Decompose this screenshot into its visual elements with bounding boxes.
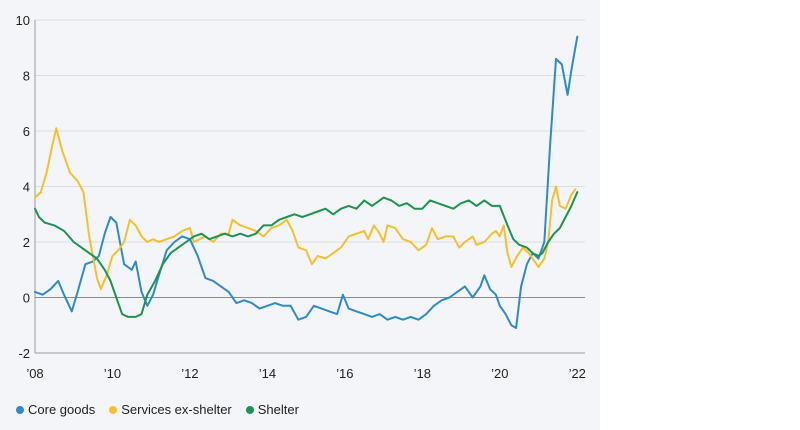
legend-label-shelter: Shelter	[257, 402, 299, 417]
y-axis-labels: -2 0 2 4 6 8 10	[16, 13, 30, 361]
chart-panel	[0, 0, 600, 430]
x-tick-label: ’14	[259, 366, 276, 381]
x-tick-label: ’18	[414, 366, 431, 381]
legend: Core goods Services ex-shelter Shelter	[16, 402, 313, 417]
x-tick-label: ’10	[104, 366, 121, 381]
series-line-shelter	[34, 191, 579, 318]
x-tick-label: ’12	[181, 366, 198, 381]
y-tick-label: 4	[23, 180, 30, 195]
legend-swatch-shelter	[245, 405, 254, 414]
legend-item-shelter: Shelter	[245, 402, 299, 417]
x-tick-label: ’20	[491, 366, 508, 381]
y-tick-label: 6	[23, 124, 30, 139]
legend-label-services-ex-shelter: Services ex-shelter	[121, 402, 232, 417]
x-tick-label: ’08	[26, 366, 43, 381]
series-line-core-goods	[34, 35, 579, 329]
x-tick-label: ’16	[336, 366, 353, 381]
legend-label-core-goods: Core goods	[28, 402, 96, 417]
x-tick-label: ’22	[569, 366, 586, 381]
series-lines	[34, 35, 579, 329]
line-chart: -2 0 2 4 6 8 10 ’08 ’10 ’12 ’14 ’16 ’18 ’20 ’22	[16, 13, 586, 381]
legend-item-services-ex-shelter: Services ex-shelter	[109, 402, 232, 417]
y-tick-label: 10	[16, 13, 30, 28]
legend-swatch-core-goods	[16, 405, 24, 414]
legend-item-core-goods: Core goods	[16, 402, 95, 417]
x-axis-labels: ’08 ’10 ’12 ’14 ’16 ’18 ’20 ’22	[26, 366, 586, 381]
y-tick-label: 0	[23, 291, 30, 306]
y-tick-label: -2	[18, 346, 30, 361]
series-line-services-ex-shelter	[34, 127, 577, 291]
legend-swatch-services-ex-shelter	[109, 405, 118, 414]
y-tick-label: 8	[23, 69, 30, 84]
y-tick-label: 2	[23, 235, 30, 250]
axes	[34, 20, 585, 354]
